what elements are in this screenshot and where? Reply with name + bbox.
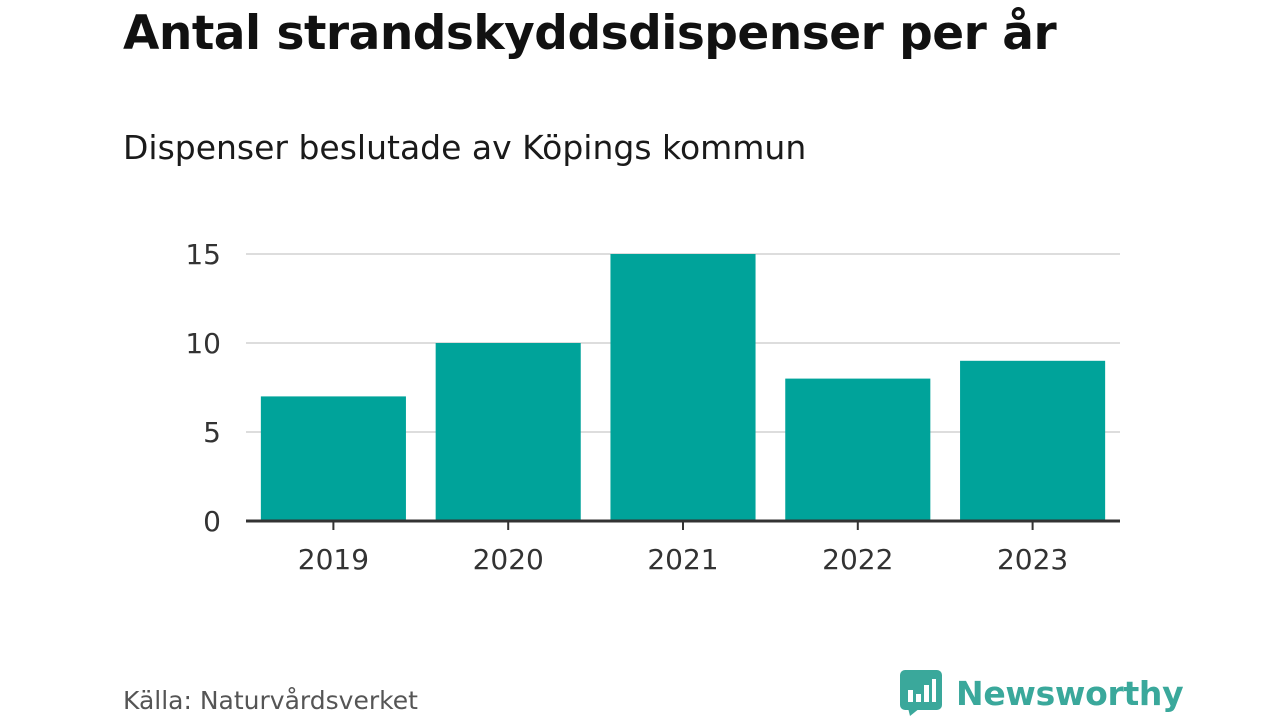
x-tick-label: 2020 [473, 543, 544, 576]
y-tick-label: 10 [185, 327, 221, 360]
bar-2022[interactable] [785, 378, 931, 521]
bar-2021[interactable] [610, 254, 756, 521]
chart-title: Antal strandskyddsdispenser per år [123, 6, 1057, 61]
source-note: Källa: Naturvårdsverket [123, 686, 418, 715]
newsworthy-logo[interactable]: Newsworthy [900, 670, 1184, 716]
y-tick-label: 15 [185, 238, 221, 271]
bar-2019[interactable] [260, 396, 406, 521]
bar-2020[interactable] [435, 343, 581, 521]
axes: 0 5 10 15 2019 2020 2021 2022 2023 [185, 238, 1120, 576]
x-tick-label: 2023 [997, 543, 1068, 576]
x-tick-label: 2021 [647, 543, 718, 576]
bars [260, 254, 1106, 521]
chart-bubble-icon [900, 670, 942, 716]
bar-chart: 0 5 10 15 2019 2020 2021 2022 2023 [185, 238, 1120, 576]
y-tick-label: 0 [203, 505, 221, 538]
x-tick-label: 2022 [822, 543, 893, 576]
y-tick-label: 5 [203, 416, 221, 449]
chart-subtitle: Dispenser beslutade av Köpings kommun [123, 128, 807, 167]
bar-2023[interactable] [960, 360, 1106, 521]
x-tick-label: 2019 [298, 543, 369, 576]
brand-name: Newsworthy [956, 673, 1184, 713]
